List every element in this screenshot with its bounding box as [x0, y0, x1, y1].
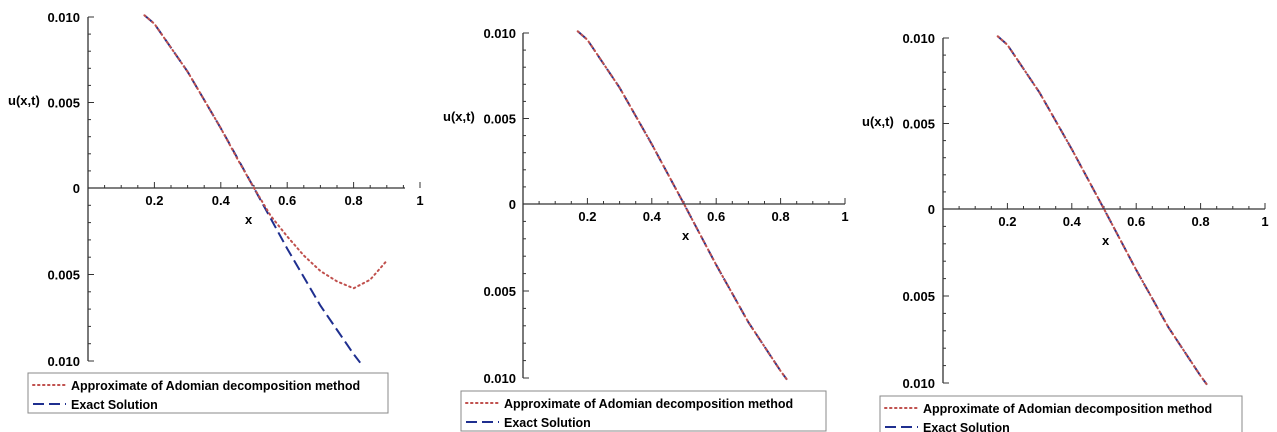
series-line-exact	[997, 35, 1208, 386]
legend-label: Exact Solution	[504, 416, 591, 430]
x-tick-label: 0.8	[1192, 214, 1210, 229]
y-tick-label: 0	[509, 197, 516, 212]
chart-panel-3: 0.2 0.4 0.6 0.8 1 0.010 0.005 0 0.005 0.010 u(x,t)…	[862, 31, 1269, 432]
y-axis-label: u(x,t)	[862, 114, 894, 129]
chart-panel-1: 0.2 0.4 0.6 0.8 1 0.010 0.005 0 0.005 0.010 u(x,t)…	[8, 10, 424, 414]
y-tick-label: 0.005	[47, 268, 80, 283]
x-tick-label: 1	[1261, 214, 1268, 229]
series-line-approximate	[996, 35, 1208, 386]
series-line-exact	[577, 30, 788, 381]
x-tick-label: 0.8	[772, 209, 790, 224]
legend-label: Approximate of Adomian decomposition met…	[504, 397, 793, 411]
legend-label: Approximate of Adomian decomposition met…	[923, 402, 1212, 416]
y-tick-label: 0.010	[483, 371, 516, 386]
legend-label: Approximate of Adomian decomposition met…	[71, 379, 360, 393]
x-tick-label: 0.4	[212, 193, 231, 208]
y-axis-label: u(x,t)	[443, 109, 475, 124]
x-tick-label: 0.6	[1127, 214, 1145, 229]
chart-panel-2: 0.2 0.4 0.6 0.8 1 0.010 0.005 0 0.005 0.010 u(x,t)…	[443, 26, 849, 432]
x-tick-label: 0.6	[707, 209, 725, 224]
legend-label: Exact Solution	[71, 398, 158, 412]
y-axis-label: u(x,t)	[8, 93, 40, 108]
legend-box	[879, 395, 1243, 432]
series-line-approximate	[143, 14, 388, 290]
y-tick-label: 0.010	[47, 10, 80, 25]
y-tick-label: 0.010	[902, 376, 935, 391]
x-tick-label: 0.4	[1063, 214, 1082, 229]
legend-box	[460, 390, 827, 432]
y-tick-label: 0.005	[483, 284, 516, 299]
x-tick-label: 0.2	[145, 193, 163, 208]
series-line-exact	[143, 14, 361, 364]
y-tick-label: 0.005	[47, 96, 80, 111]
y-tick-label: 0.005	[902, 117, 935, 132]
x-tick-label: 0.4	[643, 209, 662, 224]
y-tick-label: 0.010	[902, 31, 935, 46]
x-tick-label: 1	[416, 193, 423, 208]
legend-label: Exact Solution	[923, 421, 1010, 432]
x-tick-label: 0.6	[278, 193, 296, 208]
x-axis-label: x	[682, 228, 690, 243]
legend: Approximate of Adomian decomposition met…	[879, 395, 1243, 432]
x-tick-label: 0.2	[998, 214, 1016, 229]
y-tick-label: 0.010	[483, 26, 516, 41]
y-tick-label: 0.005	[902, 289, 935, 304]
x-tick-label: 1	[841, 209, 848, 224]
x-axis-label: x	[245, 212, 253, 227]
x-tick-label: 0.8	[345, 193, 363, 208]
x-axis-label: x	[1102, 233, 1110, 248]
y-tick-label: 0	[928, 202, 935, 217]
legend: Approximate of Adomian decomposition met…	[460, 390, 827, 432]
x-tick-label: 0.2	[578, 209, 596, 224]
series-line-approximate	[576, 30, 788, 381]
legend-box	[27, 372, 389, 414]
y-tick-label: 0.005	[483, 112, 516, 127]
y-tick-label: 0.010	[47, 354, 80, 369]
y-tick-label: 0	[73, 181, 80, 196]
legend: Approximate of Adomian decomposition met…	[27, 372, 389, 414]
